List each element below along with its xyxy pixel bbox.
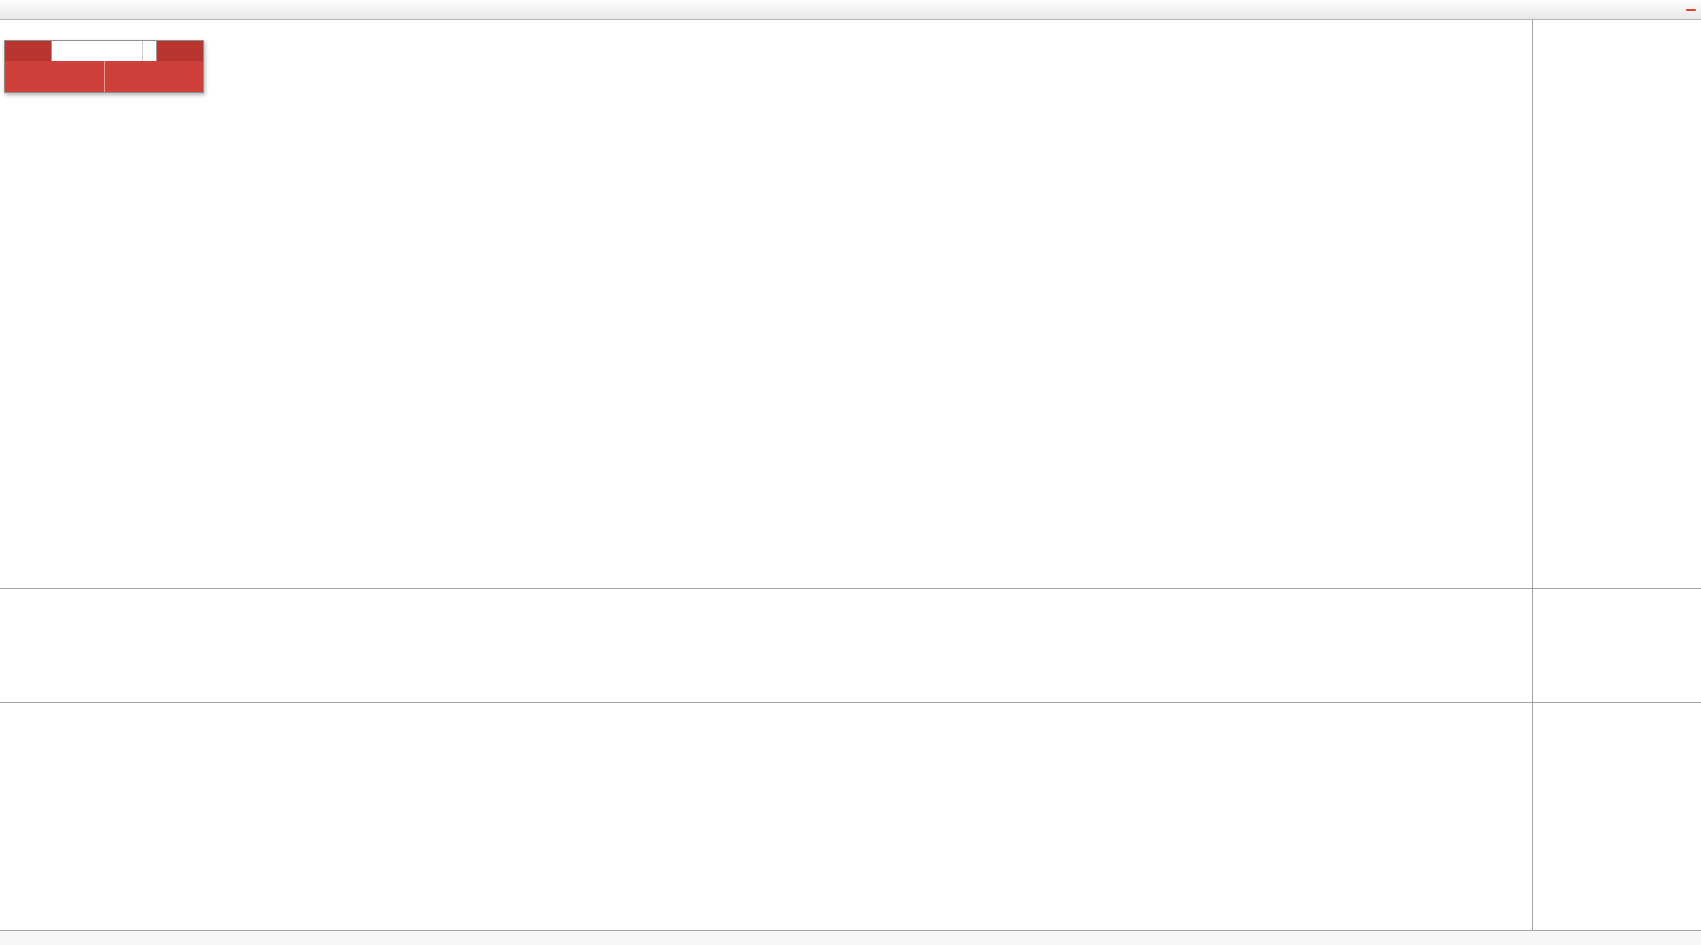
buy-price[interactable] <box>105 61 204 92</box>
sell-button[interactable] <box>5 41 51 61</box>
symbol-header <box>8 23 16 35</box>
macd-panel-divider[interactable] <box>0 588 1701 589</box>
volume-stepper <box>142 41 156 61</box>
rsi-header <box>5 703 11 715</box>
one-click-trading-panel <box>4 40 204 93</box>
time-axis-divider <box>0 930 1701 931</box>
toolbar-right <box>1678 8 1701 11</box>
rsi-panel-divider[interactable] <box>0 702 1701 703</box>
buy-button[interactable] <box>157 41 203 61</box>
price-scale-divider <box>1532 19 1533 930</box>
time-axis[interactable] <box>0 930 1701 945</box>
toolbar <box>0 0 1701 20</box>
notification-badge[interactable] <box>1686 8 1696 11</box>
macd-header <box>6 590 18 602</box>
volume-input[interactable] <box>52 41 142 61</box>
volume-field <box>51 41 157 61</box>
sell-price[interactable] <box>5 61 105 92</box>
